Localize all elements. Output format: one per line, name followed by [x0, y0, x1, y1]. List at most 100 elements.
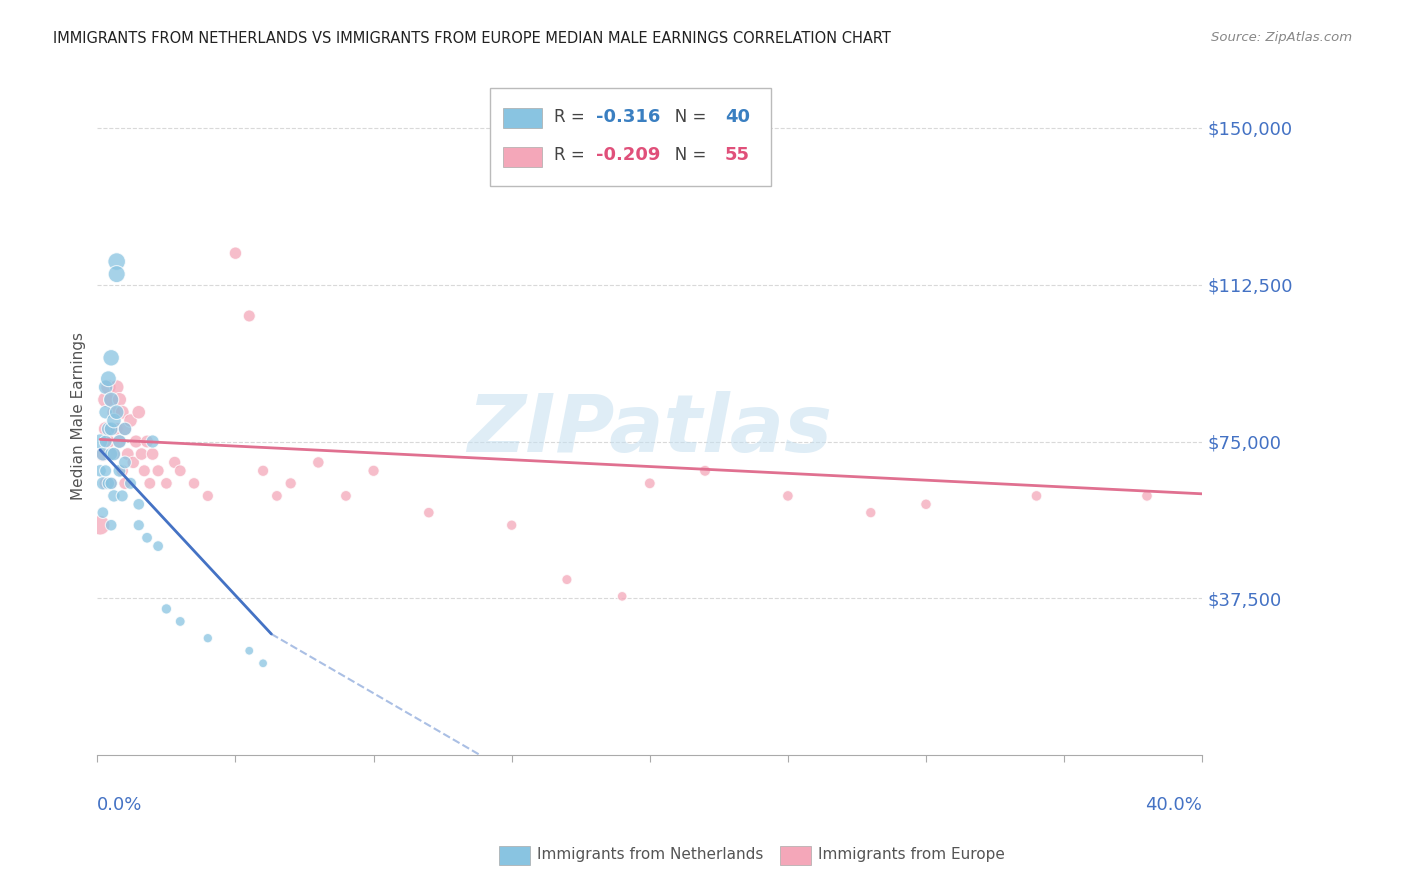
Point: [693, 464, 716, 478]
Point: [105, 422, 128, 436]
Point: [111, 464, 134, 478]
Point: [335, 489, 357, 503]
Point: [128, 497, 150, 511]
FancyBboxPatch shape: [503, 146, 541, 167]
Point: [1025, 489, 1047, 503]
Point: [97, 434, 120, 449]
Text: 40.0%: 40.0%: [1146, 796, 1202, 814]
Point: [94, 392, 117, 407]
Point: [103, 447, 125, 461]
Point: [280, 476, 302, 491]
Point: [120, 414, 142, 428]
Point: [108, 464, 131, 478]
Point: [114, 422, 136, 436]
Point: [238, 309, 260, 323]
Point: [131, 447, 153, 461]
Point: [94, 422, 117, 436]
Point: [128, 518, 150, 533]
Text: -0.316: -0.316: [596, 108, 659, 126]
Point: [108, 434, 131, 449]
Point: [111, 489, 134, 503]
Text: N =: N =: [658, 108, 711, 126]
Point: [252, 657, 274, 671]
Point: [91, 447, 114, 461]
Point: [122, 455, 145, 469]
Point: [776, 489, 799, 503]
Point: [94, 464, 117, 478]
Point: [307, 455, 329, 469]
Point: [418, 506, 440, 520]
Point: [114, 476, 136, 491]
Text: Immigrants from Europe: Immigrants from Europe: [818, 847, 1005, 862]
Point: [197, 631, 219, 645]
Point: [146, 539, 169, 553]
Point: [100, 422, 122, 436]
Point: [94, 476, 117, 491]
Point: [105, 380, 128, 394]
Point: [97, 372, 120, 386]
Text: 55: 55: [725, 146, 749, 164]
Text: 40: 40: [725, 108, 749, 126]
Point: [97, 422, 120, 436]
Point: [120, 476, 142, 491]
Point: [105, 405, 128, 419]
Point: [89, 518, 111, 533]
Point: [114, 455, 136, 469]
Point: [915, 497, 938, 511]
Point: [94, 434, 117, 449]
Text: 0.0%: 0.0%: [97, 796, 143, 814]
Point: [100, 422, 122, 436]
Point: [238, 644, 260, 658]
Point: [89, 464, 111, 478]
Point: [169, 464, 191, 478]
Point: [100, 351, 122, 365]
Text: N =: N =: [658, 146, 711, 164]
Text: R =: R =: [554, 108, 589, 126]
Point: [114, 422, 136, 436]
Point: [266, 489, 288, 503]
Point: [501, 518, 523, 533]
Point: [91, 476, 114, 491]
Point: [197, 489, 219, 503]
Point: [105, 267, 128, 281]
Point: [1136, 489, 1159, 503]
Point: [555, 573, 578, 587]
Point: [142, 447, 165, 461]
Point: [108, 434, 131, 449]
Point: [108, 392, 131, 407]
Point: [136, 531, 159, 545]
Point: [117, 447, 139, 461]
Point: [146, 464, 169, 478]
Point: [169, 615, 191, 629]
Text: R =: R =: [554, 146, 589, 164]
Point: [97, 380, 120, 394]
Point: [89, 434, 111, 449]
Point: [859, 506, 882, 520]
Point: [183, 476, 205, 491]
Point: [155, 602, 177, 616]
Point: [363, 464, 385, 478]
Point: [139, 476, 162, 491]
Point: [100, 476, 122, 491]
FancyBboxPatch shape: [503, 108, 541, 128]
Text: Immigrants from Netherlands: Immigrants from Netherlands: [537, 847, 763, 862]
Point: [100, 392, 122, 407]
Point: [91, 506, 114, 520]
Point: [94, 380, 117, 394]
Point: [100, 447, 122, 461]
Point: [103, 414, 125, 428]
Point: [94, 405, 117, 419]
Point: [91, 447, 114, 461]
Y-axis label: Median Male Earnings: Median Male Earnings: [72, 333, 86, 500]
Point: [252, 464, 274, 478]
Text: -0.209: -0.209: [596, 146, 659, 164]
Point: [155, 476, 177, 491]
Point: [136, 434, 159, 449]
Text: ZIPatlas: ZIPatlas: [467, 391, 832, 469]
Point: [97, 476, 120, 491]
Point: [142, 434, 165, 449]
Text: IMMIGRANTS FROM NETHERLANDS VS IMMIGRANTS FROM EUROPE MEDIAN MALE EARNINGS CORRE: IMMIGRANTS FROM NETHERLANDS VS IMMIGRANT…: [53, 31, 891, 46]
Text: Source: ZipAtlas.com: Source: ZipAtlas.com: [1212, 31, 1353, 45]
Point: [100, 392, 122, 407]
Point: [224, 246, 246, 260]
